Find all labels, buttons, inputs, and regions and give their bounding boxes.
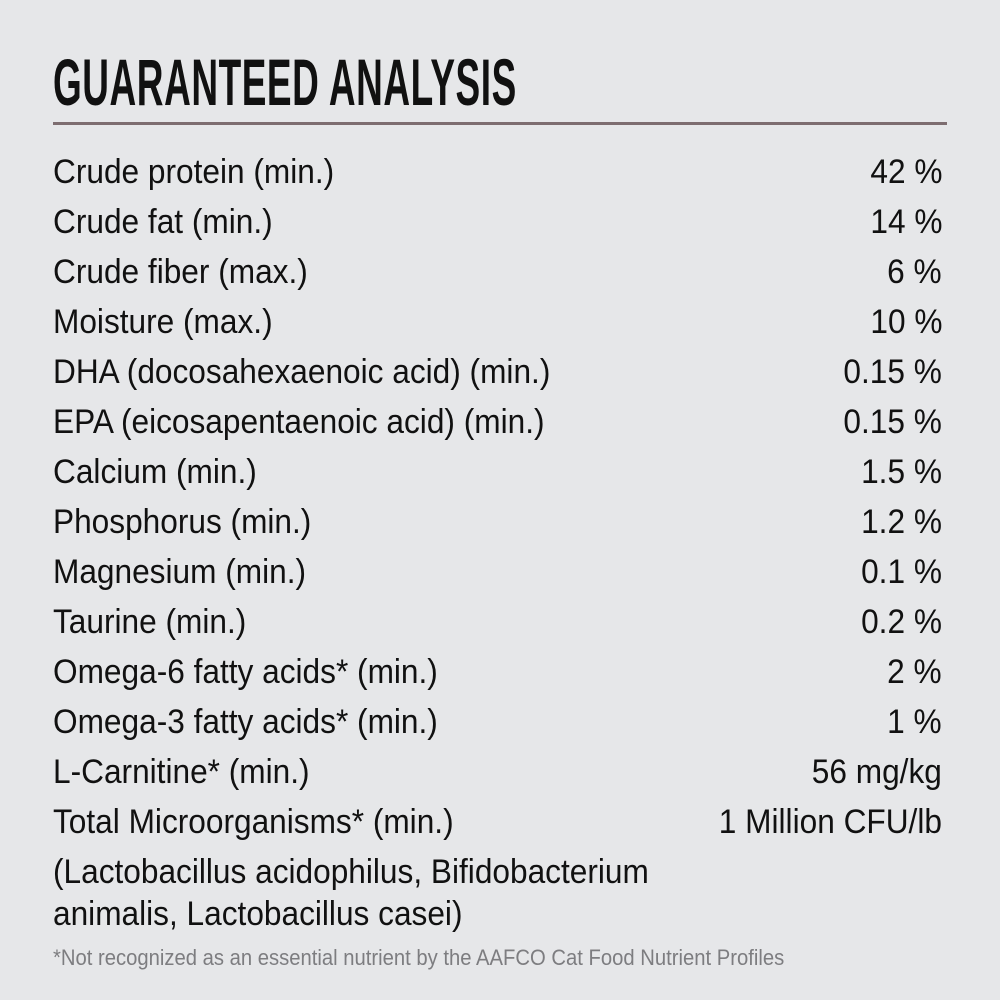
nutrient-value: 14 % [869,203,942,241]
table-row: Total Microorganisms* (min.) 1 Million CF… [53,797,942,847]
nutrient-value: 42 % [869,153,942,191]
nutrient-label: Omega-3 fatty acids* (min.) [53,703,438,741]
footnote: *Not recognized as an essential nutrient… [53,945,785,970]
title-divider [53,122,947,125]
nutrient-label: Omega-6 fatty acids* (min.) [53,653,438,691]
nutrient-value: 2 % [887,653,942,691]
page-title: GUARANTEED ANALYSIS [53,45,517,119]
nutrient-label: DHA (docosahexaenoic acid) (min.) [53,353,551,391]
table-row: L-Carnitine* (min.) 56 mg/kg [53,747,942,797]
table-row: Omega-6 fatty acids* (min.) 2 % [53,647,942,697]
nutrient-value: 0.1 % [861,553,942,591]
nutrient-label: Magnesium (min.) [53,553,307,591]
nutrient-label: Calcium (min.) [53,453,257,491]
nutrient-label: Crude protein (min.) [53,153,335,191]
table-row: Crude protein (min.) 42 % [53,147,942,197]
nutrient-label: Crude fiber (max.) [53,253,308,291]
nutrient-value: 1.2 % [861,503,942,541]
nutrient-label: Phosphorus (min.) [53,503,312,541]
table-row: Taurine (min.) 0.2 % [53,597,942,647]
nutrient-value: 0.15 % [843,353,942,391]
microorganisms-note-line-2: animalis, Lactobacillus casei) [53,895,463,933]
microorganisms-note-line-1: (Lactobacillus acidophilus, Bifidobacter… [53,853,649,891]
nutrient-value: 56 mg/kg [811,753,942,791]
nutrient-label: Taurine (min.) [53,603,247,641]
table-row: Crude fat (min.) 14 % [53,197,942,247]
table-row: Moisture (max.) 10 % [53,297,942,347]
nutrient-value: 1.5 % [861,453,942,491]
table-row: Omega-3 fatty acids* (min.) 1 % [53,697,942,747]
nutrient-label: L-Carnitine* (min.) [53,753,310,791]
nutrient-value: 6 % [887,253,942,291]
nutrient-label: Total Microorganisms* (min.) [53,803,454,841]
nutrient-label: Crude fat (min.) [53,203,273,241]
table-row: Crude fiber (max.) 6 % [53,247,942,297]
table-row: Phosphorus (min.) 1.2 % [53,497,942,547]
nutrient-value: 0.15 % [843,403,942,441]
nutrient-value: 1 Million CFU/lb [718,803,942,841]
nutrient-value: 1 % [887,703,942,741]
nutrient-label: Moisture (max.) [53,303,273,341]
nutrient-value: 0.2 % [861,603,942,641]
table-row: Calcium (min.) 1.5 % [53,447,942,497]
nutrient-value: 10 % [869,303,942,341]
table-row: EPA (eicosapentaenoic acid) (min.) 0.15 % [53,397,942,447]
table-row: DHA (docosahexaenoic acid) (min.) 0.15 % [53,347,942,397]
table-row: Magnesium (min.) 0.1 % [53,547,942,597]
nutrient-label: EPA (eicosapentaenoic acid) (min.) [53,403,545,441]
